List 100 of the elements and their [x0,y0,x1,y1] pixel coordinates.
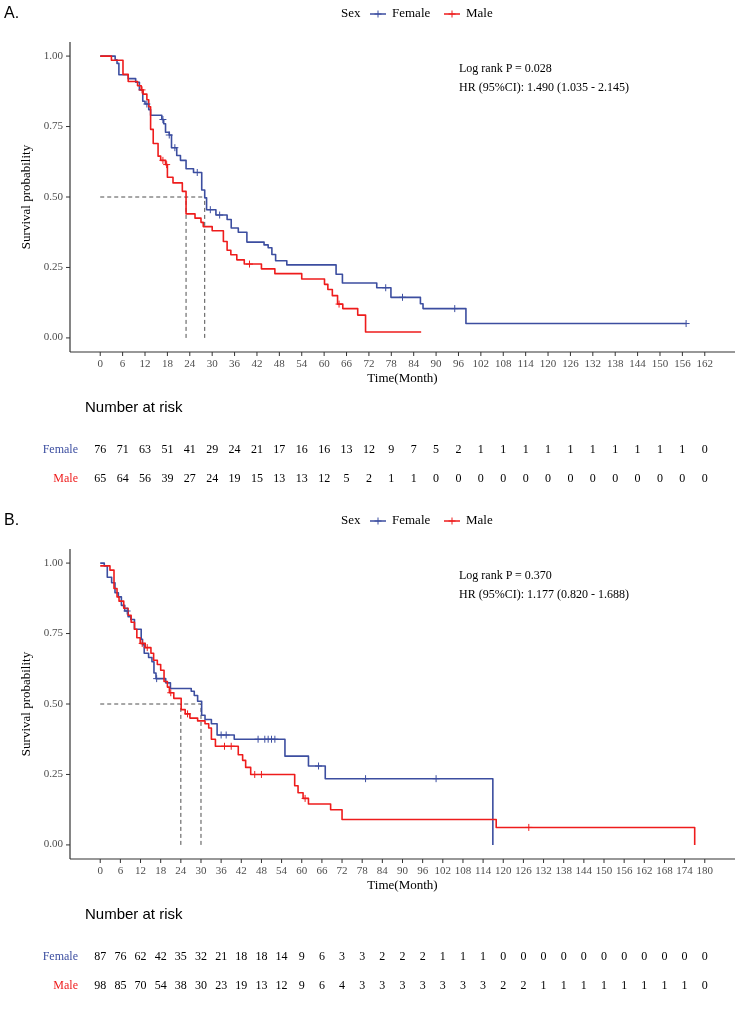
x-tick-label: 78 [385,357,398,369]
data-label: 0 [701,949,708,963]
data-label: 1 [522,442,529,456]
x-tick-label: 30 [206,357,219,369]
data-label: 27 [183,471,196,485]
data-label: 0 [701,442,708,456]
data-label: 0 [520,949,527,963]
legend-label: Female [392,4,431,20]
chart-title: Number at risk [85,905,184,922]
data-label: 41 [183,442,196,456]
y-tick-label: 0.75 [43,626,64,639]
x-tick-label: 174 [676,864,694,876]
data-label: 1 [480,949,487,963]
x-tick-label: 102 [434,864,452,876]
x-tick-label: 102 [472,357,490,369]
x-tick-label: 138 [555,864,573,876]
x-tick-label: 24 [184,357,196,369]
x-tick-label: 180 [696,864,714,876]
data-label: 1 [567,442,574,456]
chart-title: B. [4,511,20,528]
data-label: 23 [215,978,228,992]
x-tick-label: 150 [595,864,613,876]
data-label: 3 [439,978,446,992]
data-label: 2 [500,978,507,992]
data-label: 0 [656,471,663,485]
x-tick-label: 126 [562,357,580,369]
data-label: 42 [154,949,167,963]
data-label: 2 [365,471,372,485]
x-tick-label: 168 [656,864,674,876]
data-label: 3 [480,978,487,992]
data-label: 6 [318,978,325,992]
data-label: 1 [439,949,446,963]
data-label: 4 [339,978,346,992]
data-label: 0 [560,949,567,963]
legend-title: Sex [341,4,361,20]
data-label: 3 [419,978,426,992]
data-label: 21 [215,949,228,963]
data-label: 0 [580,949,587,963]
x-tick-label: 60 [318,357,331,369]
data-label: 1 [388,471,395,485]
data-label: 0 [701,471,708,485]
data-label: 13 [273,471,286,485]
x-tick-label: 30 [195,864,207,876]
data-label: 0 [612,471,619,485]
data-label: 0 [567,471,574,485]
x-tick-label: 90 [397,864,409,876]
x-tick-label: 90 [430,357,443,369]
x-tick-label: 144 [575,864,593,876]
data-label: 19 [235,978,248,992]
y-tick-label: Male [53,471,78,485]
data-label: 9 [298,949,305,963]
x-tick-label: 36 [215,864,228,876]
chart-title: Number at risk [85,398,184,415]
y-tick-label: Female [42,442,78,456]
data-label: 0 [600,949,607,963]
data-label: 1 [540,978,547,992]
data-label: 1 [679,442,686,456]
y-tick-label: 0.25 [43,766,64,779]
x-tick-label: 84 [376,864,389,876]
data-label: 12 [362,442,375,456]
data-label: 16 [318,442,331,456]
data-label: 2 [419,949,426,963]
x-tick-label: 108 [495,357,513,369]
data-label: 16 [295,442,308,456]
data-label: 1 [656,442,663,456]
data-label: 38 [174,978,187,992]
x-tick-label: 150 [651,357,669,369]
data-label: 21 [250,442,263,456]
x-tick-label: 114 [517,357,535,369]
data-label: 1 [661,978,668,992]
data-label: 2 [379,949,386,963]
x-tick-label: 126 [515,864,533,876]
x-tick-label: 108 [454,864,472,876]
data-label: 76 [94,442,107,456]
chart-title: A. [4,4,20,21]
y-tick-label: 0.75 [43,119,64,132]
data-label: 35 [174,949,187,963]
data-label: 3 [359,949,366,963]
x-tick-label: 18 [161,357,174,369]
y-tick-label: 0.25 [43,259,64,272]
data-label: 0 [455,471,462,485]
data-label: 56 [139,471,152,485]
x-tick-label: 42 [235,864,247,876]
annotation: Log rank P = 0.370 [459,568,552,582]
data-label: 12 [318,471,331,485]
data-label: 0 [545,471,552,485]
data-label: 1 [612,442,619,456]
y-tick-label: Male [53,978,78,992]
x-tick-label: 60 [296,864,308,876]
data-label: 1 [410,471,417,485]
x-tick-label: 0 [97,357,104,369]
x-tick-label: 6 [117,864,124,876]
data-label: 5 [433,442,440,456]
x-tick-label: 6 [119,357,126,369]
data-label: 1 [681,978,688,992]
x-tick-label: 54 [276,864,288,876]
x-tick-label: 12 [139,357,151,369]
x-tick-label: 78 [356,864,369,876]
data-label: 5 [343,471,350,485]
data-label: 7 [410,442,417,456]
